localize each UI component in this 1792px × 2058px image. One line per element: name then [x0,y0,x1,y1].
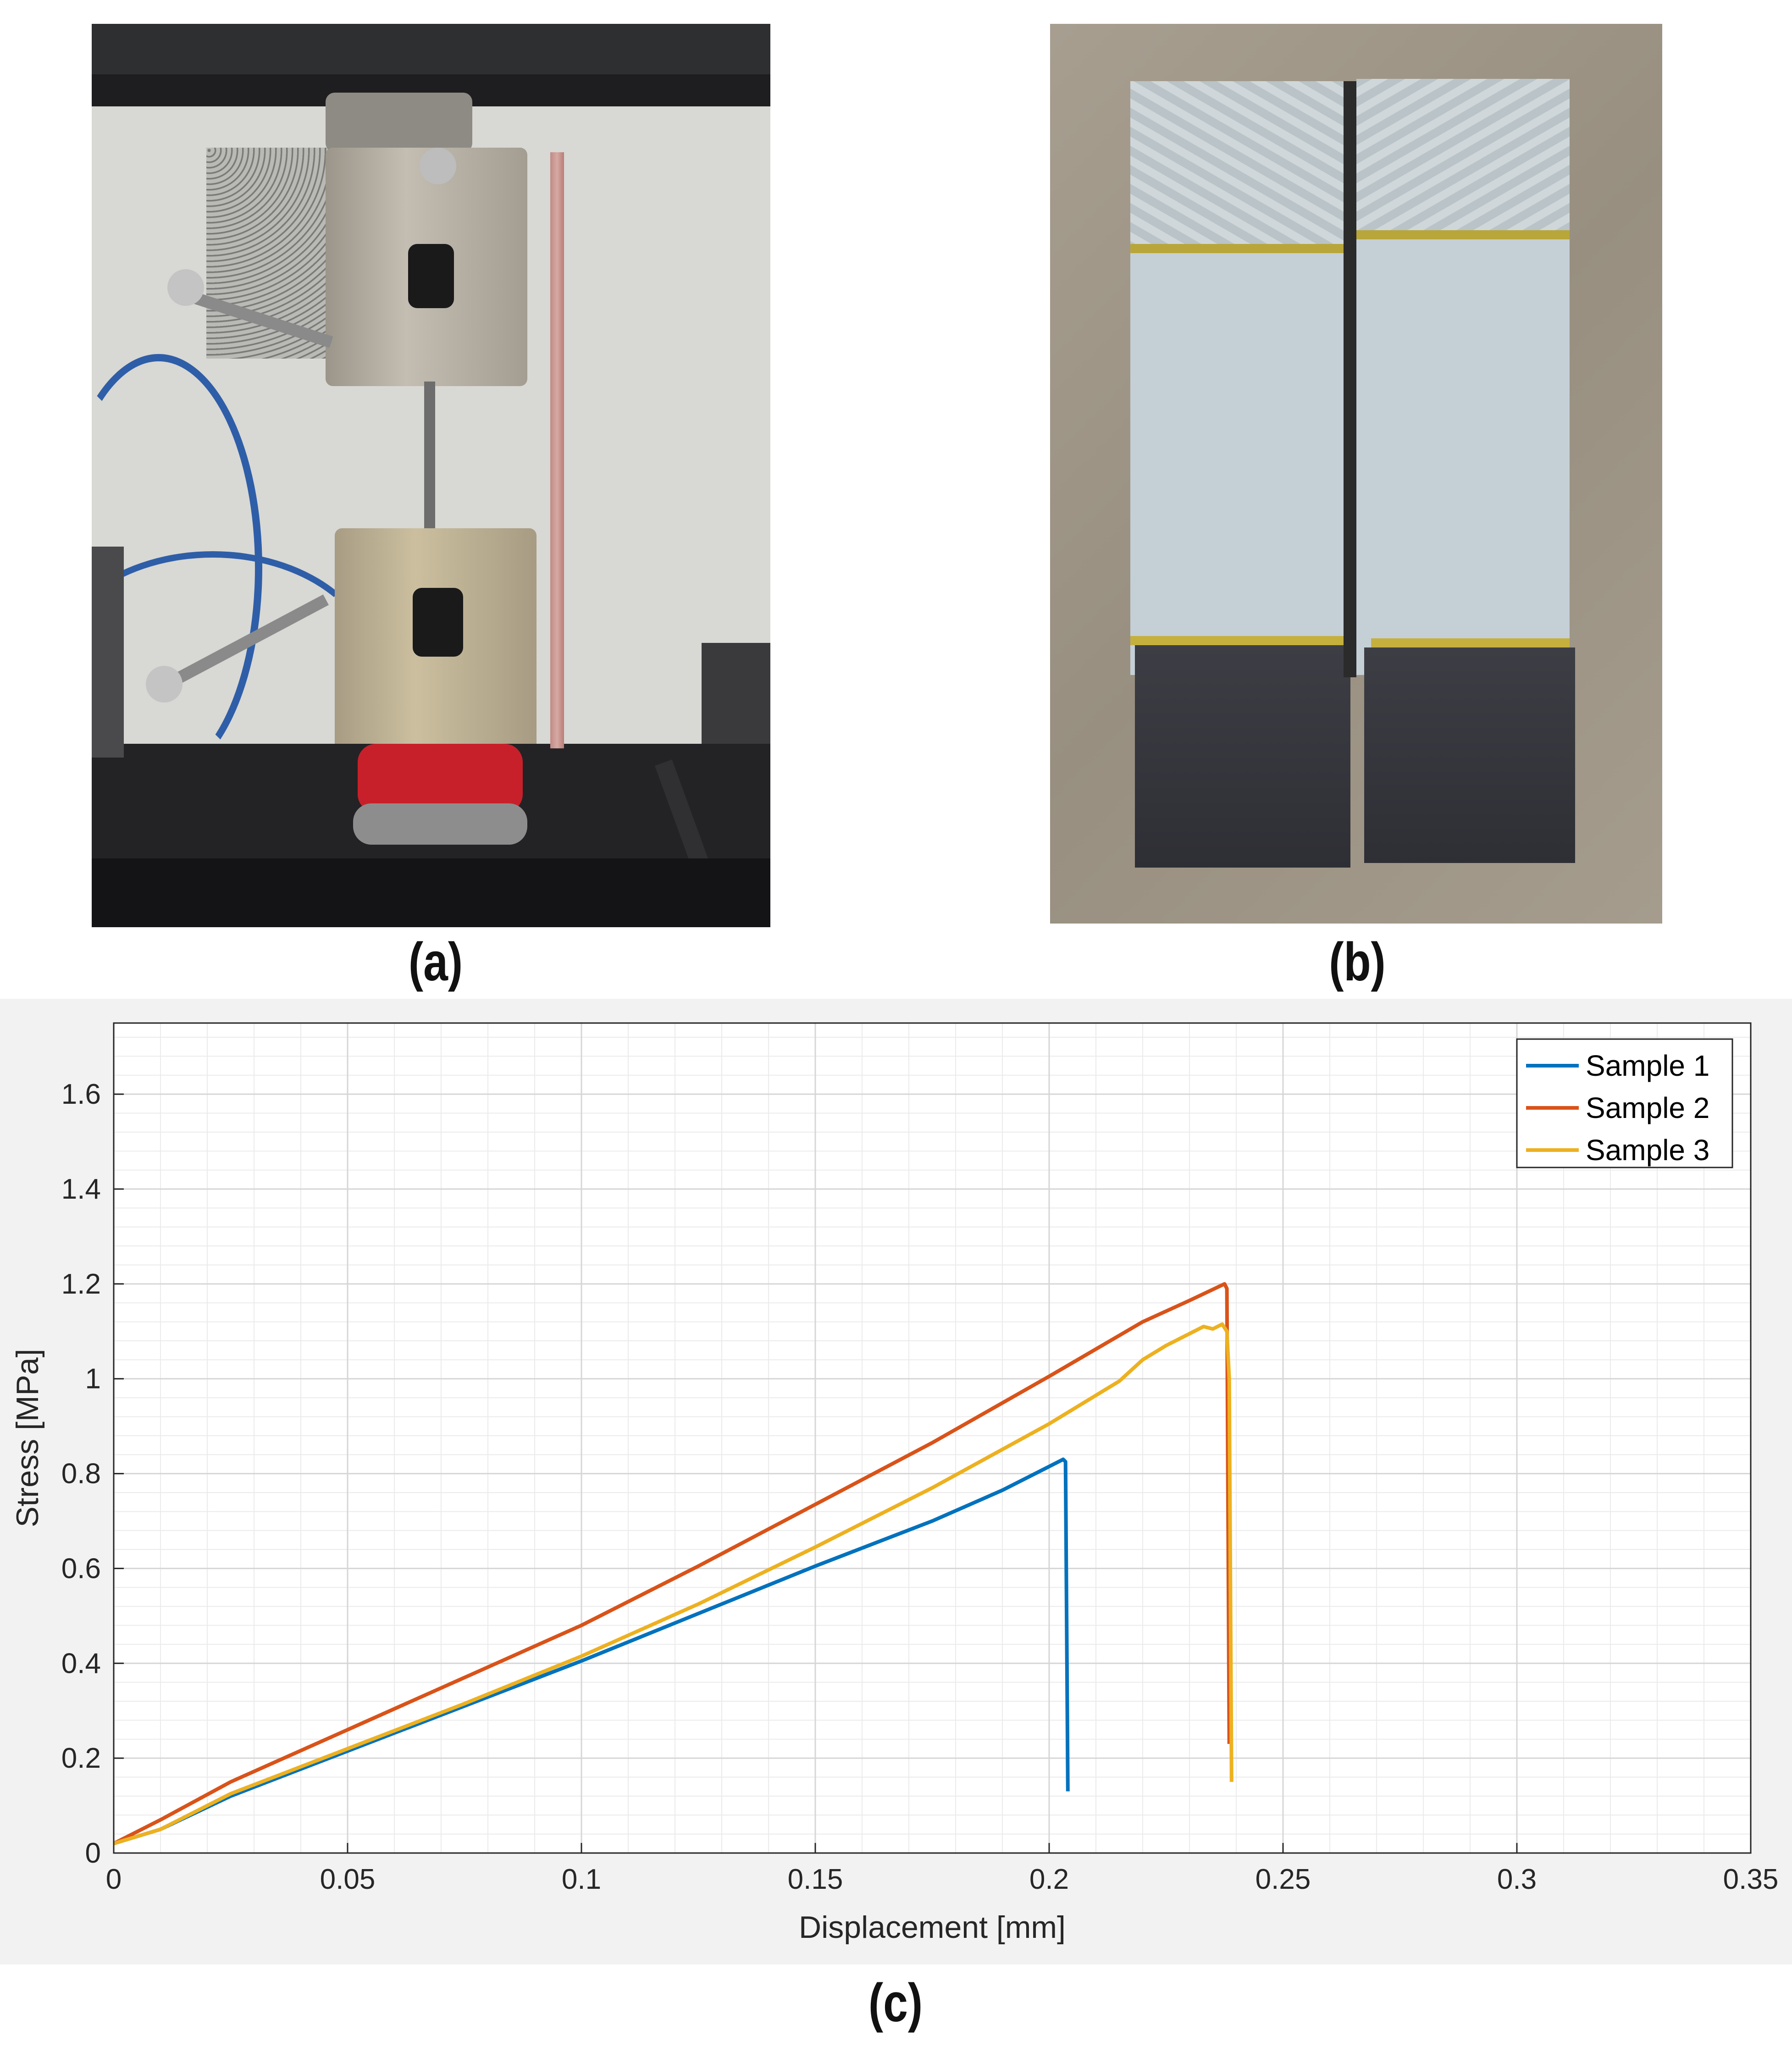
legend-entry-1: Sample 1 [1586,1049,1709,1082]
red-load-cell [358,744,523,813]
stress-displacement-chart: 0 0.05 0.1 0.15 0.2 0.25 0.3 0.35 0 0.2 0.4 0.6 0.8… [10,1022,1779,1945]
y-tick-label: 1 [85,1363,101,1395]
y-tick-label: 1.6 [61,1079,101,1110]
specimen-gap [1344,81,1356,677]
right-specimen-bondline-top [1356,230,1570,240]
panel-label-a: (a) [408,932,463,992]
right-specimen-metal-tab [1364,647,1575,863]
photo-fractured-specimens [1050,24,1662,924]
y-tick-label: 0.2 [61,1743,101,1774]
legend-box [1516,1038,1733,1168]
panel-label-c: (c) [868,1973,923,2033]
right-specimen-substrate [1356,239,1570,675]
left-specimen-metal-tab [1135,645,1350,868]
plot-background [114,1023,1751,1853]
left-specimen-substrate [1130,253,1344,675]
x-axis-ticks: 0 0.05 0.1 0.15 0.2 0.25 0.3 0.35 [106,1843,1779,1895]
upper-grip-knob [420,148,456,184]
upper-grip-slot [408,244,454,308]
series-line-1 [113,1457,1070,1846]
y-tick-label: 0.6 [61,1553,101,1584]
series-line-3 [113,1322,1233,1846]
x-tick-label: 0.2 [1029,1864,1069,1895]
right-fixture [702,643,770,744]
y-axis-label: Stress [MPa] [10,1349,45,1527]
y-tick-label: 0.8 [61,1458,101,1490]
left-specimen-bondline-bottom [1130,636,1344,645]
x-tick-label: 0.3 [1497,1864,1537,1895]
left-handle-ball [167,269,204,306]
series-layer [113,1282,1233,1846]
photo-tensile-testing-machine [92,24,770,927]
x-tick-label: 0 [106,1864,122,1895]
right-specimen-adhesive-top [1356,79,1570,251]
plot-frame [113,1022,1752,1854]
upper-grip-housing [326,93,472,152]
x-tick-label: 0.05 [320,1864,376,1895]
major-grid [113,1023,1752,1854]
bottom-frame [92,858,770,927]
series-line-2 [113,1282,1231,1845]
lower-grip-slot [413,588,463,657]
y-tick-label: 1.4 [61,1173,101,1205]
right-specimen-bondline-bottom [1371,638,1570,647]
x-tick-label: 0.15 [788,1864,843,1895]
left-fixture [92,547,124,758]
legend-entry-3: Sample 3 [1586,1134,1709,1167]
right-side-cables [550,152,564,748]
y-tick-label: 1.2 [61,1268,101,1300]
x-axis-label: Displacement [mm] [799,1910,1066,1945]
stress-displacement-chart-area: 0 0.05 0.1 0.15 0.2 0.25 0.3 0.35 0 0.2 0.4 0.6 0.8… [0,999,1792,1964]
machine-top-frame [92,24,770,74]
legend: Sample 1 Sample 2 Sample 3 [1516,1038,1733,1168]
left-specimen-adhesive-top [1130,81,1344,251]
x-tick-label: 0.35 [1723,1864,1779,1895]
left-specimen-bondline-top [1130,244,1344,254]
panel-label-b: (b) [1329,932,1386,992]
legend-entry-2: Sample 2 [1586,1091,1709,1124]
x-tick-label: 0.25 [1256,1864,1311,1895]
y-axis-ticks: 0 0.2 0.4 0.6 0.8 1 1.2 1.4 1.6 [61,1079,124,1869]
lower-left-handle-ball [146,666,183,703]
y-tick-label: 0 [85,1837,101,1869]
x-tick-label: 0.1 [562,1864,601,1895]
specimen-strip [424,382,435,547]
y-tick-label: 0.4 [61,1648,101,1679]
load-cell-base [353,803,527,845]
